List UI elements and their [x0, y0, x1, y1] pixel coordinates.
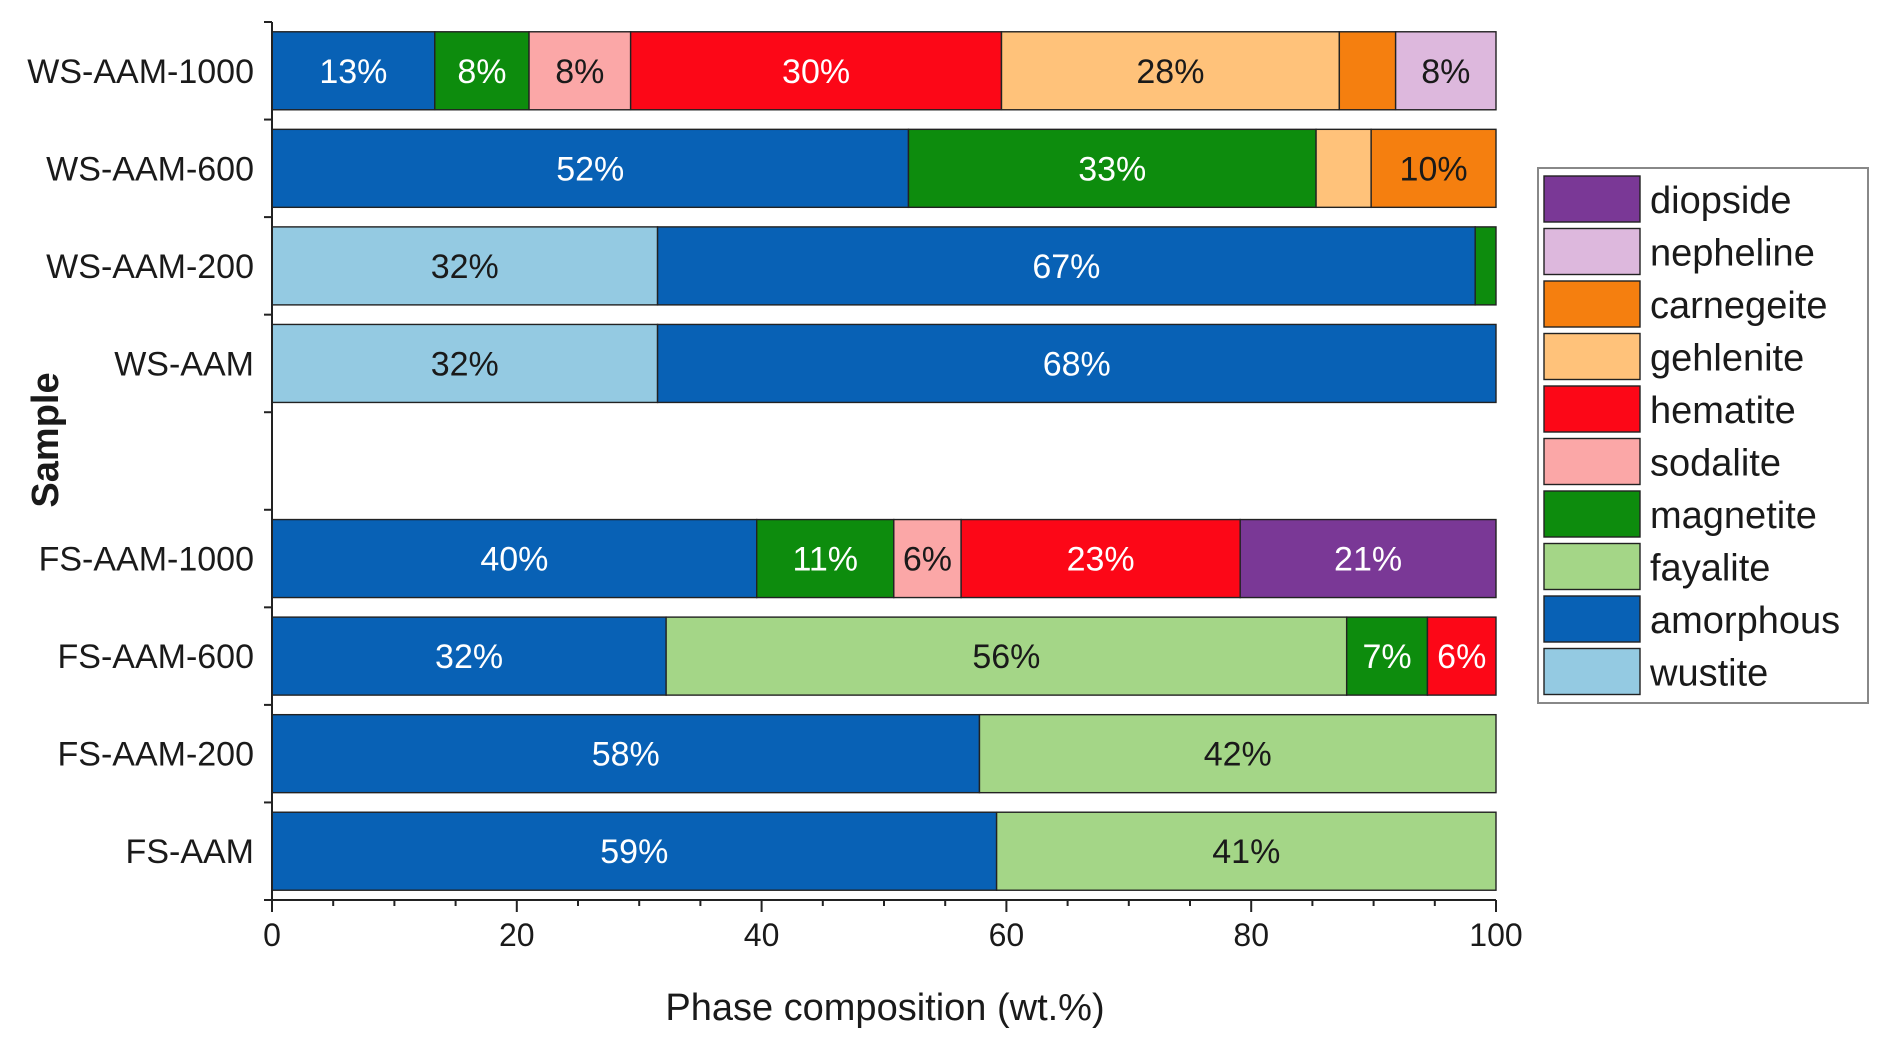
data-label: 42%: [1204, 736, 1272, 774]
legend-label-wustite: wustite: [1649, 653, 1768, 695]
bar-segment-magnetite: [1474, 226, 1497, 306]
y-axis-title: Sample: [25, 372, 67, 507]
bar-segment-amorphous: [271, 616, 667, 696]
data-label: 56%: [972, 638, 1040, 676]
legend-label-amorphous: amorphous: [1650, 600, 1840, 642]
legend-label-sodalite: sodalite: [1650, 443, 1781, 485]
bar-segment-amorphous: [271, 713, 981, 794]
bar-segment-diopside: [1239, 518, 1497, 599]
legend-label-carnegeite: carnegeite: [1650, 285, 1827, 327]
data-label: 68%: [1043, 345, 1111, 383]
data-label: 33%: [1078, 150, 1146, 188]
data-label: 7%: [1362, 638, 1411, 676]
legend-swatch-amorphous: [1543, 595, 1641, 643]
legend-label-magnetite: magnetite: [1650, 495, 1817, 537]
bar-segment-nepheline: [1394, 31, 1497, 111]
data-label: 67%: [1032, 248, 1100, 286]
x-tick-label: 80: [1233, 917, 1269, 953]
bar-segment-magnetite: [434, 31, 530, 111]
legend-swatch-nepheline: [1543, 227, 1641, 276]
bar-segment-wustite: [271, 323, 659, 404]
data-label: 6%: [903, 541, 952, 579]
bar-segment-hematite: [1426, 616, 1497, 696]
data-label: 59%: [600, 833, 668, 871]
y-tick-label: FS-AAM-600: [58, 638, 255, 676]
bar-segment-amorphous: [271, 31, 436, 111]
data-label: 23%: [1067, 541, 1135, 579]
bar-segment-sodalite: [528, 31, 632, 111]
legend-swatch-carnegeite: [1543, 280, 1641, 328]
y-tick-label: WS-AAM-600: [46, 150, 254, 188]
legend-swatch-fayalite: [1543, 542, 1641, 591]
data-label: 11%: [792, 541, 858, 579]
bar-segment-carnegeite: [1338, 31, 1397, 111]
bar-segment-amorphous: [656, 323, 1497, 404]
y-tick-label: WS-AAM: [114, 345, 254, 383]
y-tick-label: WS-AAM-200: [46, 248, 254, 286]
bar-segment-fayalite: [665, 616, 1348, 696]
x-tick-label: 0: [263, 917, 281, 953]
data-label: 40%: [480, 541, 548, 579]
bar-area: 13% 8% 8% 30% 28% 8% 52% 33% 10% 32% 67% 32% 68% 40% 1…: [271, 31, 1497, 891]
data-label: 30%: [782, 53, 850, 91]
legend-swatch-hematite: [1543, 385, 1641, 433]
data-label: 28%: [1136, 53, 1204, 91]
bar-segment-fayalite: [995, 811, 1497, 891]
x-tick-label: 20: [499, 917, 535, 953]
bar-segment-wustite: [271, 226, 659, 306]
y-tick-label: FS-AAM-1000: [39, 541, 254, 579]
legend-swatch-magnetite: [1543, 490, 1641, 538]
legend-label-hematite: hematite: [1650, 390, 1796, 432]
bar-segment-gehlenite: [1315, 128, 1372, 209]
bar-segment-fayalite: [978, 713, 1497, 794]
bar-segment-hematite: [960, 518, 1241, 599]
y-tick-label: WS-AAM-1000: [27, 53, 254, 91]
bar-segment-magnetite: [907, 128, 1317, 209]
bar-segment-sodalite: [893, 518, 962, 599]
legend-swatch-wustite: [1543, 647, 1641, 696]
legend-label-nepheline: nepheline: [1650, 233, 1815, 275]
data-label: 58%: [592, 736, 660, 774]
y-tick-label: FS-AAM: [126, 833, 254, 871]
bar-segment-gehlenite: [1000, 31, 1341, 111]
legend-swatch-diopside: [1543, 175, 1641, 223]
legend-label-diopside: diopside: [1650, 180, 1792, 222]
data-label: 21%: [1334, 541, 1402, 579]
data-label: 8%: [1421, 53, 1470, 91]
data-label: 8%: [555, 53, 604, 91]
data-label: 6%: [1437, 638, 1486, 676]
legend-label-fayalite: fayalite: [1650, 548, 1770, 590]
data-label: 8%: [457, 53, 506, 91]
data-label: 13%: [319, 53, 387, 91]
data-label: 32%: [431, 345, 499, 383]
legend-swatch-sodalite: [1543, 437, 1641, 486]
data-label: 32%: [435, 638, 503, 676]
data-label: 10%: [1400, 150, 1468, 188]
legend-swatch-gehlenite: [1543, 332, 1641, 381]
x-tick-label: 100: [1469, 917, 1522, 953]
legend: diopside nepheline carnegeite gehlenite hema…: [1537, 167, 1869, 704]
x-tick-label: 40: [744, 917, 780, 953]
bar-segment-amorphous: [271, 128, 910, 209]
data-label: 41%: [1212, 833, 1280, 871]
legend-label-gehlenite: gehlenite: [1650, 338, 1804, 380]
x-tick-label: 60: [989, 917, 1025, 953]
bar-segment-amorphous: [271, 811, 998, 891]
data-label: 52%: [556, 150, 624, 188]
axes: WS-AAM-1000 WS-AAM-600 WS-AAM-200 WS-AAM FS-…: [27, 21, 1523, 953]
y-tick-label: FS-AAM-200: [58, 736, 255, 774]
x-axis-title: Phase composition (wt.%): [665, 987, 1104, 1029]
bar-segment-hematite: [629, 31, 1003, 111]
bar-segment-magnetite: [1345, 616, 1429, 696]
data-label: 32%: [431, 248, 499, 286]
bar-segment-amorphous: [271, 518, 758, 599]
bar-segment-carnegeite: [1370, 128, 1497, 209]
